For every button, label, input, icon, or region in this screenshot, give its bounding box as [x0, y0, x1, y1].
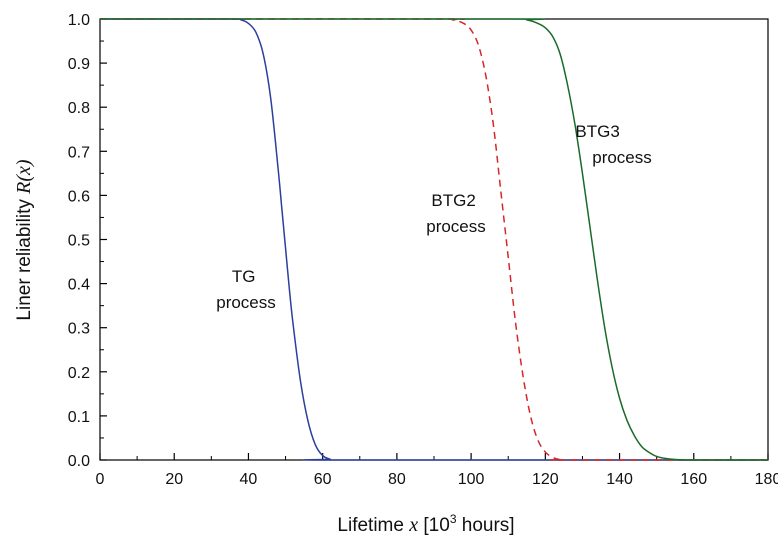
x-tick-label: 40	[240, 471, 258, 488]
x-tick-label: 160	[680, 471, 707, 488]
y-tick-label: 0.0	[68, 453, 90, 470]
x-axis-variable: x	[408, 514, 418, 536]
y-tick-label: 0.3	[68, 321, 90, 338]
x-tick-label: 80	[388, 471, 406, 488]
annotation-btg2-line1: BTG2	[431, 191, 475, 210]
annotation-btg2-line2: process	[426, 217, 486, 236]
y-tick-label: 0.8	[68, 100, 90, 117]
annotation-tg-line2: process	[216, 293, 276, 312]
x-tick-label: 0	[96, 471, 105, 488]
x-ticks: 0 20 40 60 80 100 120 140 160 180	[96, 453, 778, 488]
y-axis-title-prefix: Liner reliability	[14, 194, 35, 321]
y-axis-title: Liner reliability R(x)	[13, 159, 35, 320]
y-ticks: 0.0 0.1 0.2 0.3 0.4 0.5 0.6 0.7 0.8 0.9 1.0	[68, 12, 107, 470]
annotation-btg3-line2: process	[592, 148, 652, 167]
x-tick-label: 180	[755, 471, 778, 488]
y-tick-label: 0.6	[68, 188, 90, 205]
x-axis-title-exponent: 3	[450, 512, 457, 526]
annotation-btg3: BTG3 process	[575, 122, 651, 167]
series-lines	[99, 18, 768, 461]
y-tick-label: 0.1	[68, 409, 90, 426]
x-tick-label: 20	[165, 471, 183, 488]
annotation-tg-line1: TG	[232, 267, 256, 286]
y-axis-variable: R(x)	[13, 159, 35, 195]
x-axis-title-prefix: Lifetime	[337, 515, 409, 536]
y-tick-label: 0.9	[68, 56, 90, 73]
annotation-btg3-line1: BTG3	[575, 122, 619, 141]
x-axis-title-unit-post: hours]	[457, 515, 515, 536]
y-tick-label: 1.0	[68, 12, 90, 29]
annotation-btg2: BTG2 process	[426, 191, 486, 236]
y-tick-label: 0.5	[68, 233, 90, 250]
x-tick-label: 60	[314, 471, 332, 488]
y-tick-label: 0.4	[68, 277, 90, 294]
axes	[99, 18, 769, 461]
tg-process-curve	[99, 18, 768, 461]
y-tick-label: 0.2	[68, 365, 90, 382]
btg2-process-curve	[99, 18, 768, 461]
plot-frame	[99, 18, 769, 461]
y-tick-label: 0.7	[68, 144, 90, 161]
x-axis-title: Lifetime x [103 hours]	[337, 512, 514, 536]
x-axis-title-unit-pre: [10	[418, 515, 450, 536]
annotation-tg: TG process	[216, 267, 276, 312]
x-tick-label: 120	[532, 471, 559, 488]
x-tick-label: 100	[458, 471, 485, 488]
x-tick-label: 140	[606, 471, 633, 488]
btg3-process-curve	[99, 18, 768, 461]
